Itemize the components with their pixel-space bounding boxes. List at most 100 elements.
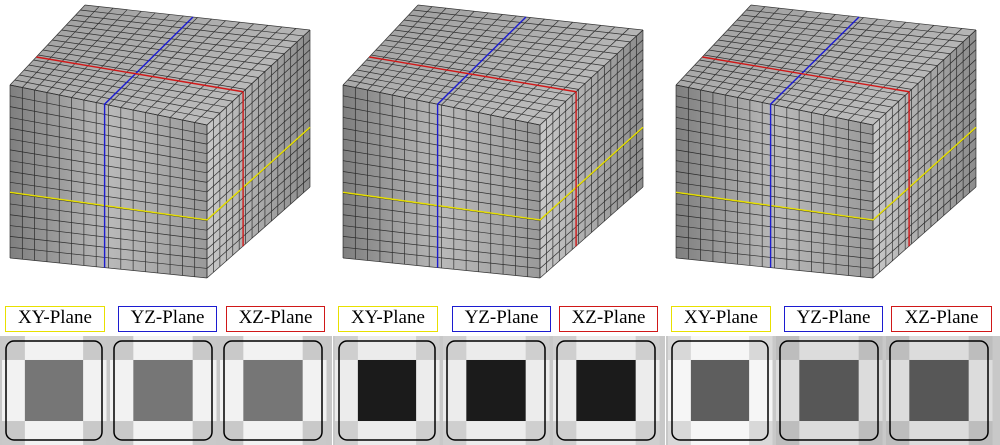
slice-cell xyxy=(2,359,26,422)
slice-cell xyxy=(335,336,359,361)
slice-cell xyxy=(909,336,970,361)
slice-cell xyxy=(635,359,660,422)
slice-cell xyxy=(690,336,750,361)
slice-cell xyxy=(443,336,467,361)
slice-cell xyxy=(776,336,800,361)
slice-image xyxy=(668,336,773,445)
slice-cell xyxy=(220,359,244,422)
slice-cell xyxy=(749,421,773,445)
xy-plane-label: XY-Plane xyxy=(338,306,438,332)
xz-plane-section-line-top xyxy=(702,56,910,93)
slice-frame xyxy=(113,340,213,441)
xy-plane-section-line xyxy=(342,126,644,221)
slice-cell xyxy=(357,421,417,445)
slice-frame xyxy=(446,340,546,441)
slice-frame xyxy=(338,340,436,441)
slice-cell xyxy=(416,359,440,422)
slice-cell xyxy=(858,336,883,361)
slice-cell xyxy=(357,336,417,361)
slice-cell xyxy=(243,359,304,422)
yz-plane-label: YZ-Plane xyxy=(118,306,217,332)
xy-plane-section-line xyxy=(675,126,977,221)
slice-frame xyxy=(779,340,879,441)
xy-plane-label: XY-Plane xyxy=(671,306,771,332)
cube-mesh xyxy=(675,4,977,279)
slice-image xyxy=(220,336,327,445)
slice-cell xyxy=(110,336,134,361)
slice-cell xyxy=(799,336,860,361)
slice-cell xyxy=(192,359,217,422)
slice-strip-1 xyxy=(0,336,332,445)
slice-cell xyxy=(133,421,194,445)
slice-cell xyxy=(110,359,134,422)
slice-cell xyxy=(416,421,440,445)
cube-top-face xyxy=(343,5,643,125)
slice-cell xyxy=(466,359,527,422)
slice-frame xyxy=(223,340,323,441)
slice-cell xyxy=(635,421,660,445)
slice-cell xyxy=(466,336,527,361)
slice-image xyxy=(2,336,107,445)
slice-cell xyxy=(799,359,860,422)
yz-plane-label: YZ-Plane xyxy=(784,306,883,332)
slice-image xyxy=(886,336,993,445)
slice-cell xyxy=(968,336,993,361)
yz-plane-section-line xyxy=(769,16,860,268)
slice-cell xyxy=(302,359,327,422)
slice-frame xyxy=(889,340,989,441)
slice-cell xyxy=(525,421,550,445)
slice-cell xyxy=(220,336,244,361)
slice-cell xyxy=(335,421,359,445)
slice-cell xyxy=(466,421,527,445)
slice-cell xyxy=(776,421,800,445)
slice-cell xyxy=(886,336,910,361)
slice-cell xyxy=(83,421,107,445)
yz-plane-section-line xyxy=(103,16,194,268)
slice-cell xyxy=(110,421,134,445)
slice-strip-3 xyxy=(666,336,1000,445)
slice-image xyxy=(335,336,440,445)
cube-mesh xyxy=(342,4,644,279)
slice-cell xyxy=(776,359,800,422)
slice-image xyxy=(553,336,660,445)
slice-cell xyxy=(576,359,637,422)
slice-cell xyxy=(357,359,417,422)
slice-cell xyxy=(576,336,637,361)
slice-cell xyxy=(525,336,550,361)
slice-cell xyxy=(749,336,773,361)
slice-cell xyxy=(668,359,692,422)
xy-plane-section-line xyxy=(9,126,311,221)
slice-cell xyxy=(133,359,194,422)
slice-cell xyxy=(553,359,577,422)
slice-cell xyxy=(909,421,970,445)
xz-plane-section-line-top xyxy=(36,56,244,93)
slice-cell xyxy=(24,336,84,361)
cube-top-face xyxy=(676,5,976,125)
slice-cell xyxy=(302,336,327,361)
xz-plane-label: XZ-Plane xyxy=(891,306,992,332)
cube-render-1 xyxy=(0,0,334,300)
slice-cell xyxy=(886,359,910,422)
slice-cell xyxy=(83,359,107,422)
slice-cell xyxy=(220,421,244,445)
slice-image xyxy=(443,336,550,445)
slice-cell xyxy=(799,421,860,445)
slice-cell xyxy=(668,336,692,361)
slice-cell xyxy=(858,359,883,422)
xz-plane-label: XZ-Plane xyxy=(226,306,325,332)
yz-plane-section-line xyxy=(436,16,527,268)
slice-cell xyxy=(133,336,194,361)
slice-cell xyxy=(968,421,993,445)
slice-cell xyxy=(576,421,637,445)
slice-frame xyxy=(5,340,103,441)
cube-top-face xyxy=(10,5,310,125)
slice-cell xyxy=(749,359,773,422)
slice-cell xyxy=(416,336,440,361)
slice-image xyxy=(110,336,217,445)
slice-strip-2 xyxy=(333,336,665,445)
slice-cell xyxy=(243,421,304,445)
slice-frame xyxy=(556,340,656,441)
yz-plane-label: YZ-Plane xyxy=(452,306,551,332)
slice-cell xyxy=(335,359,359,422)
